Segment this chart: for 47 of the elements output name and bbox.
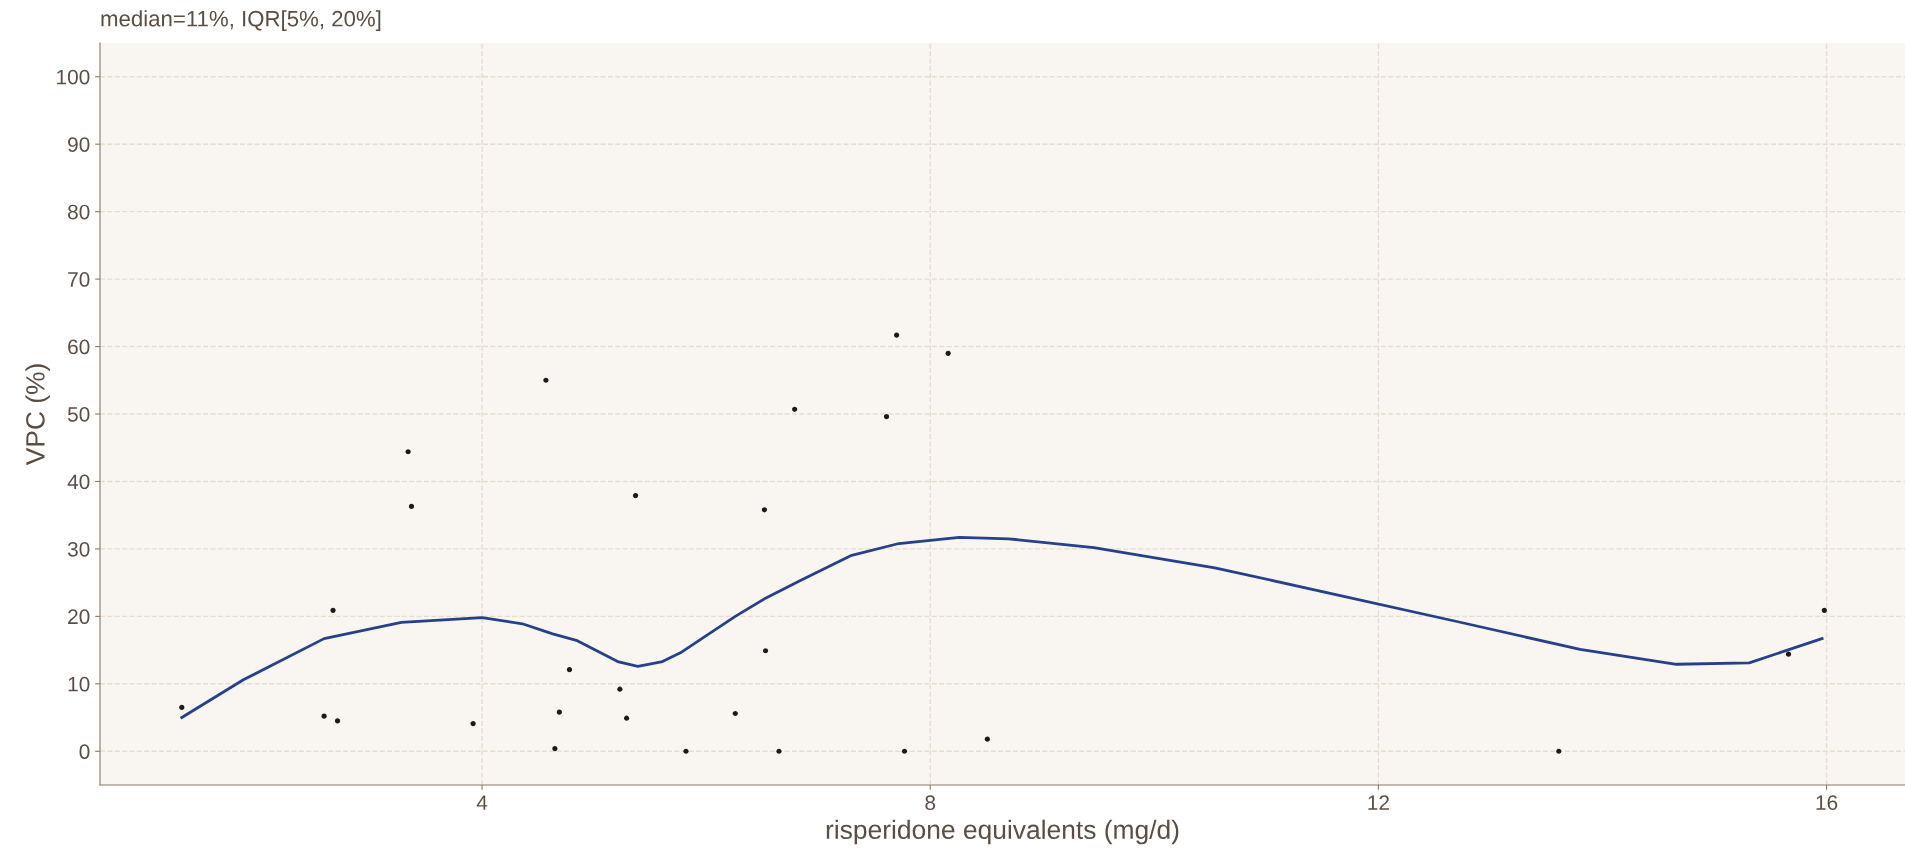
point xyxy=(1821,607,1827,613)
x-tick-label: 16 xyxy=(1816,795,1838,811)
point xyxy=(405,449,411,455)
x-tick-label: 12 xyxy=(1368,795,1389,810)
y-tick-label: 50 xyxy=(67,407,90,422)
x-tick-label: 8 xyxy=(925,795,936,811)
point xyxy=(683,748,689,754)
point xyxy=(330,607,336,613)
y-tick-label: 40 xyxy=(67,474,90,490)
point xyxy=(732,710,738,717)
y-tick-label: 0 xyxy=(79,744,90,760)
point xyxy=(1556,748,1562,754)
line-series xyxy=(180,536,1824,719)
chart-title: median=11%, IQR[5%, 20%] xyxy=(101,10,381,31)
y-tick-label: 90 xyxy=(68,137,90,152)
point xyxy=(945,350,951,356)
point xyxy=(624,715,630,721)
point xyxy=(543,377,549,383)
point xyxy=(1785,651,1792,657)
point xyxy=(334,718,341,724)
y-axis-title: VPC (%) xyxy=(25,364,50,466)
y-tick-label: 30 xyxy=(67,541,90,557)
point xyxy=(179,704,185,711)
y-tick-label: 20 xyxy=(68,609,90,625)
point xyxy=(984,736,990,742)
x-tick-label: 4 xyxy=(476,795,488,810)
y-tick-label: 10 xyxy=(68,676,90,692)
point xyxy=(321,713,327,719)
point xyxy=(470,721,476,727)
point xyxy=(762,648,769,654)
y-tick-label: 70 xyxy=(68,272,90,287)
point xyxy=(632,493,639,499)
y-tick-label: 60 xyxy=(68,339,90,355)
point xyxy=(556,709,562,715)
point xyxy=(566,667,573,673)
point xyxy=(617,686,623,692)
point xyxy=(776,748,782,754)
point xyxy=(901,748,908,754)
point xyxy=(552,745,558,752)
point xyxy=(792,406,798,412)
point xyxy=(883,414,890,420)
y-tick-label: 80 xyxy=(68,204,90,220)
point xyxy=(408,503,415,510)
y-tick-label: 100 xyxy=(57,69,90,85)
x-axis-title: risperidone equivalents (mg/d) xyxy=(826,819,1179,845)
point xyxy=(761,507,768,513)
point xyxy=(894,332,900,338)
